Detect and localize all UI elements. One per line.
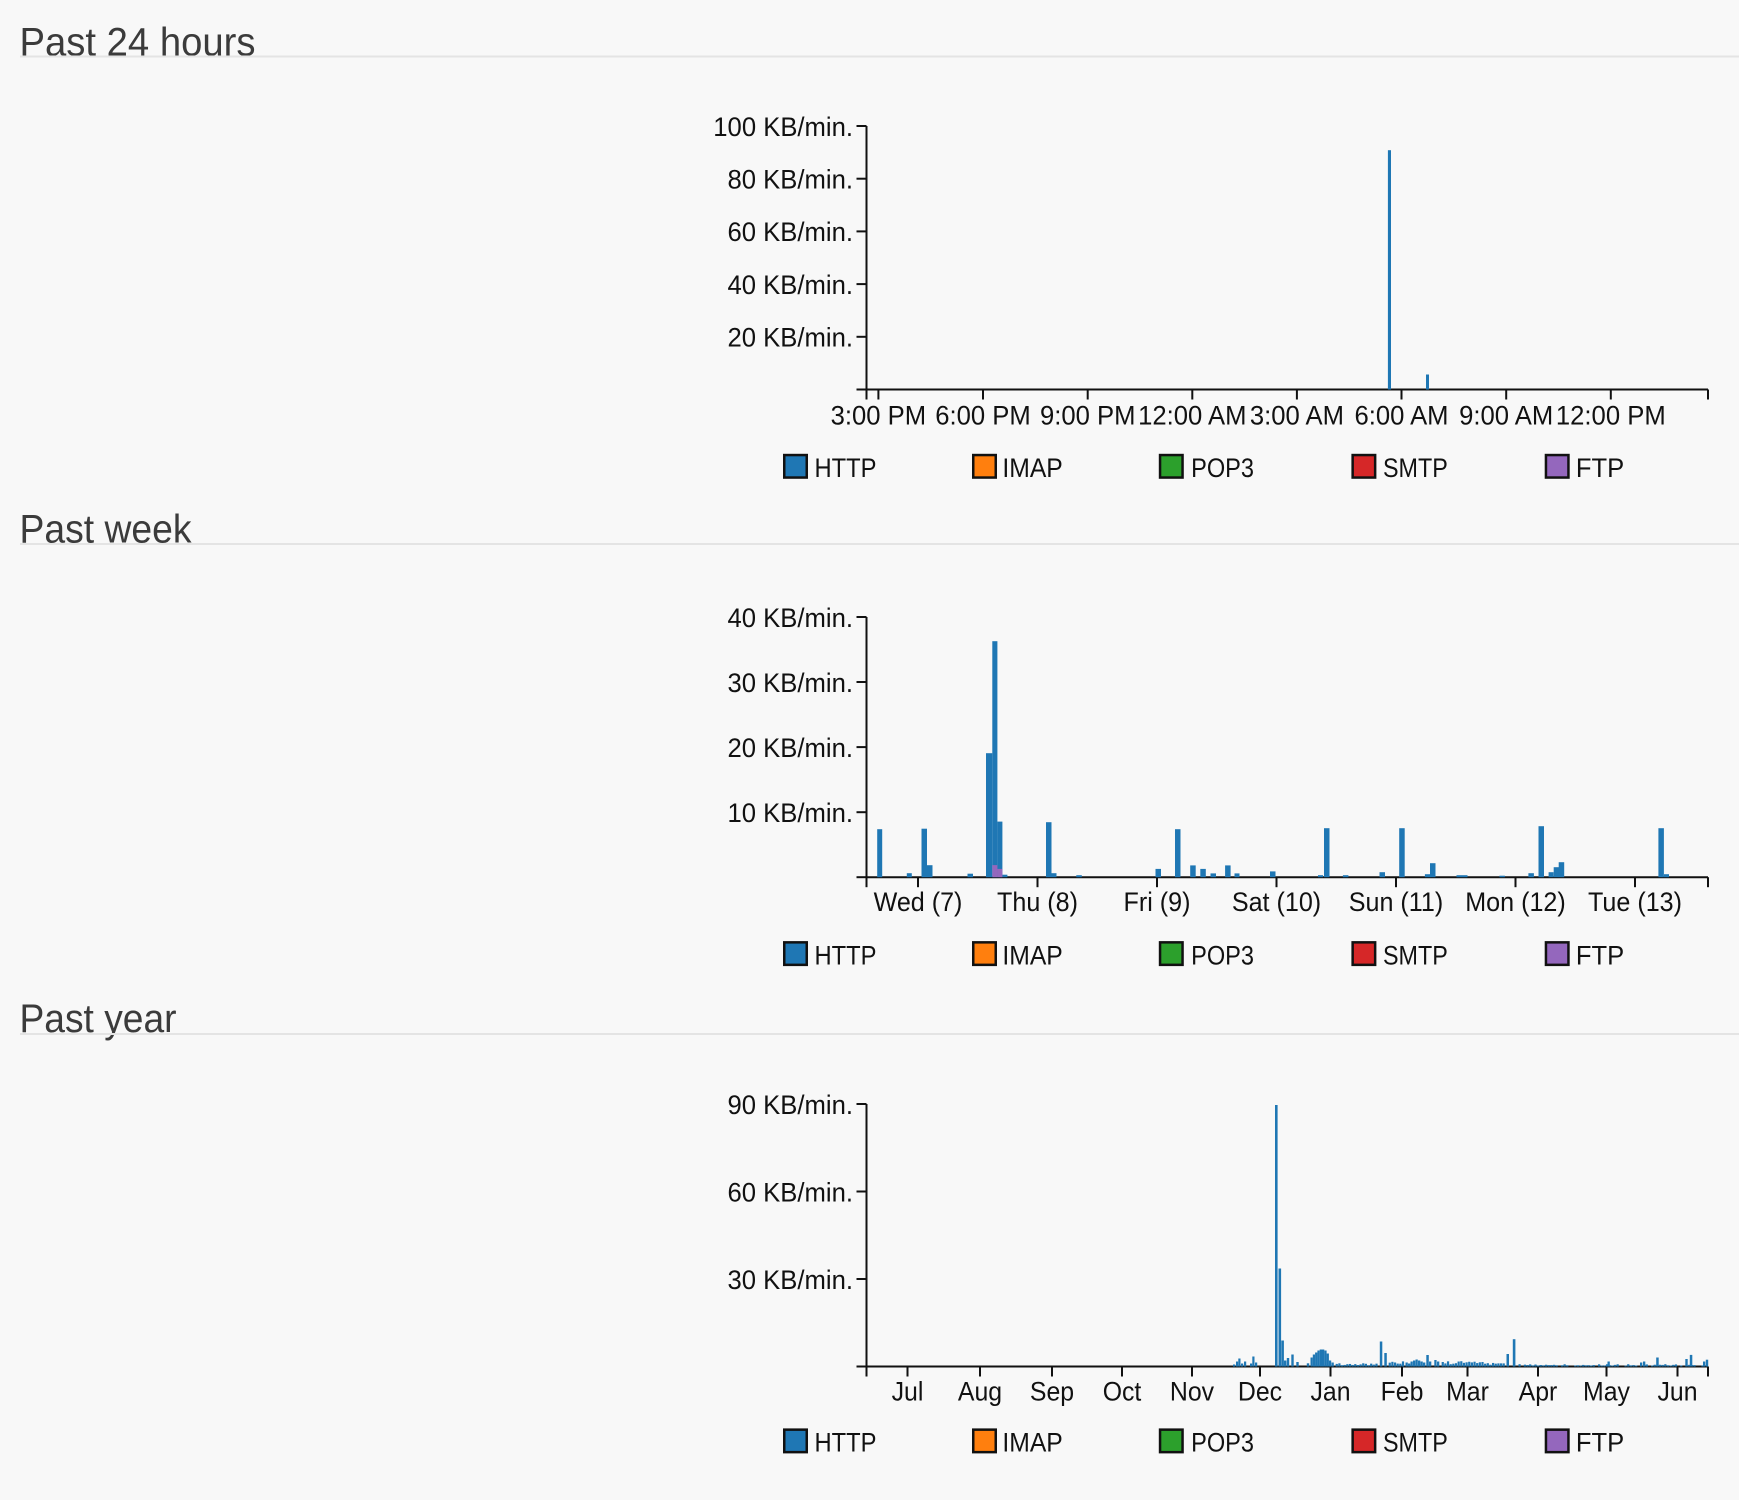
svg-text:SMTP: SMTP xyxy=(1383,453,1448,483)
svg-text:Feb: Feb xyxy=(1381,1377,1424,1407)
svg-text:40 KB/min.: 40 KB/min. xyxy=(728,270,854,300)
svg-text:IMAP: IMAP xyxy=(1002,453,1062,483)
svg-text:80 KB/min.: 80 KB/min. xyxy=(728,165,854,195)
svg-text:POP3: POP3 xyxy=(1191,453,1254,483)
svg-text:FTP: FTP xyxy=(1576,1428,1624,1458)
svg-text:6:00 AM: 6:00 AM xyxy=(1354,400,1448,430)
svg-text:HTTP: HTTP xyxy=(815,453,877,483)
svg-text:12:00 AM: 12:00 AM xyxy=(1138,400,1246,430)
svg-text:POP3: POP3 xyxy=(1191,940,1254,970)
svg-text:IMAP: IMAP xyxy=(1002,940,1062,970)
svg-text:Jul: Jul xyxy=(892,1377,924,1407)
svg-text:3:00 AM: 3:00 AM xyxy=(1250,400,1344,430)
svg-text:Sep: Sep xyxy=(1030,1377,1074,1407)
svg-text:Dec: Dec xyxy=(1238,1377,1282,1407)
svg-text:HTTP: HTTP xyxy=(815,940,877,970)
svg-text:6:00 PM: 6:00 PM xyxy=(935,400,1031,430)
svg-text:FTP: FTP xyxy=(1576,940,1624,970)
svg-text:20 KB/min.: 20 KB/min. xyxy=(728,323,854,353)
svg-text:FTP: FTP xyxy=(1576,453,1624,483)
svg-text:Jun: Jun xyxy=(1658,1377,1698,1407)
svg-text:Tue (13): Tue (13) xyxy=(1588,887,1682,917)
svg-text:Sat (10): Sat (10) xyxy=(1232,887,1321,917)
svg-text:90 KB/min.: 90 KB/min. xyxy=(728,1090,854,1120)
svg-text:IMAP: IMAP xyxy=(1002,1428,1062,1458)
svg-text:Oct: Oct xyxy=(1103,1377,1142,1407)
svg-text:30 KB/min.: 30 KB/min. xyxy=(728,1265,854,1295)
svg-text:Apr: Apr xyxy=(1519,1377,1558,1407)
svg-text:POP3: POP3 xyxy=(1191,1428,1254,1458)
svg-text:Aug: Aug xyxy=(958,1377,1002,1407)
svg-text:HTTP: HTTP xyxy=(815,1428,877,1458)
svg-text:Thu (8): Thu (8) xyxy=(997,887,1078,917)
svg-text:Past 24 hours: Past 24 hours xyxy=(20,20,256,64)
svg-text:Fri (9): Fri (9) xyxy=(1124,887,1191,917)
svg-text:9:00 PM: 9:00 PM xyxy=(1040,400,1136,430)
svg-text:SMTP: SMTP xyxy=(1383,1428,1448,1458)
svg-text:Mar: Mar xyxy=(1446,1377,1489,1407)
svg-text:3:00 PM: 3:00 PM xyxy=(831,400,927,430)
svg-text:60 KB/min.: 60 KB/min. xyxy=(728,217,854,247)
svg-text:20 KB/min.: 20 KB/min. xyxy=(728,733,854,763)
svg-text:Jan: Jan xyxy=(1311,1377,1351,1407)
svg-text:30 KB/min.: 30 KB/min. xyxy=(728,668,854,698)
svg-text:Nov: Nov xyxy=(1170,1377,1215,1407)
svg-text:Mon (12): Mon (12) xyxy=(1465,887,1566,917)
svg-text:60 KB/min.: 60 KB/min. xyxy=(728,1177,854,1207)
svg-text:Wed (7): Wed (7) xyxy=(874,887,963,917)
svg-text:12:00 PM: 12:00 PM xyxy=(1556,400,1666,430)
svg-text:Sun (11): Sun (11) xyxy=(1349,887,1443,917)
svg-text:9:00 AM: 9:00 AM xyxy=(1459,400,1553,430)
svg-text:SMTP: SMTP xyxy=(1383,940,1448,970)
svg-text:May: May xyxy=(1583,1377,1630,1407)
svg-text:40 KB/min.: 40 KB/min. xyxy=(728,603,854,633)
svg-text:100 KB/min.: 100 KB/min. xyxy=(713,112,853,142)
svg-text:10 KB/min.: 10 KB/min. xyxy=(728,798,854,828)
